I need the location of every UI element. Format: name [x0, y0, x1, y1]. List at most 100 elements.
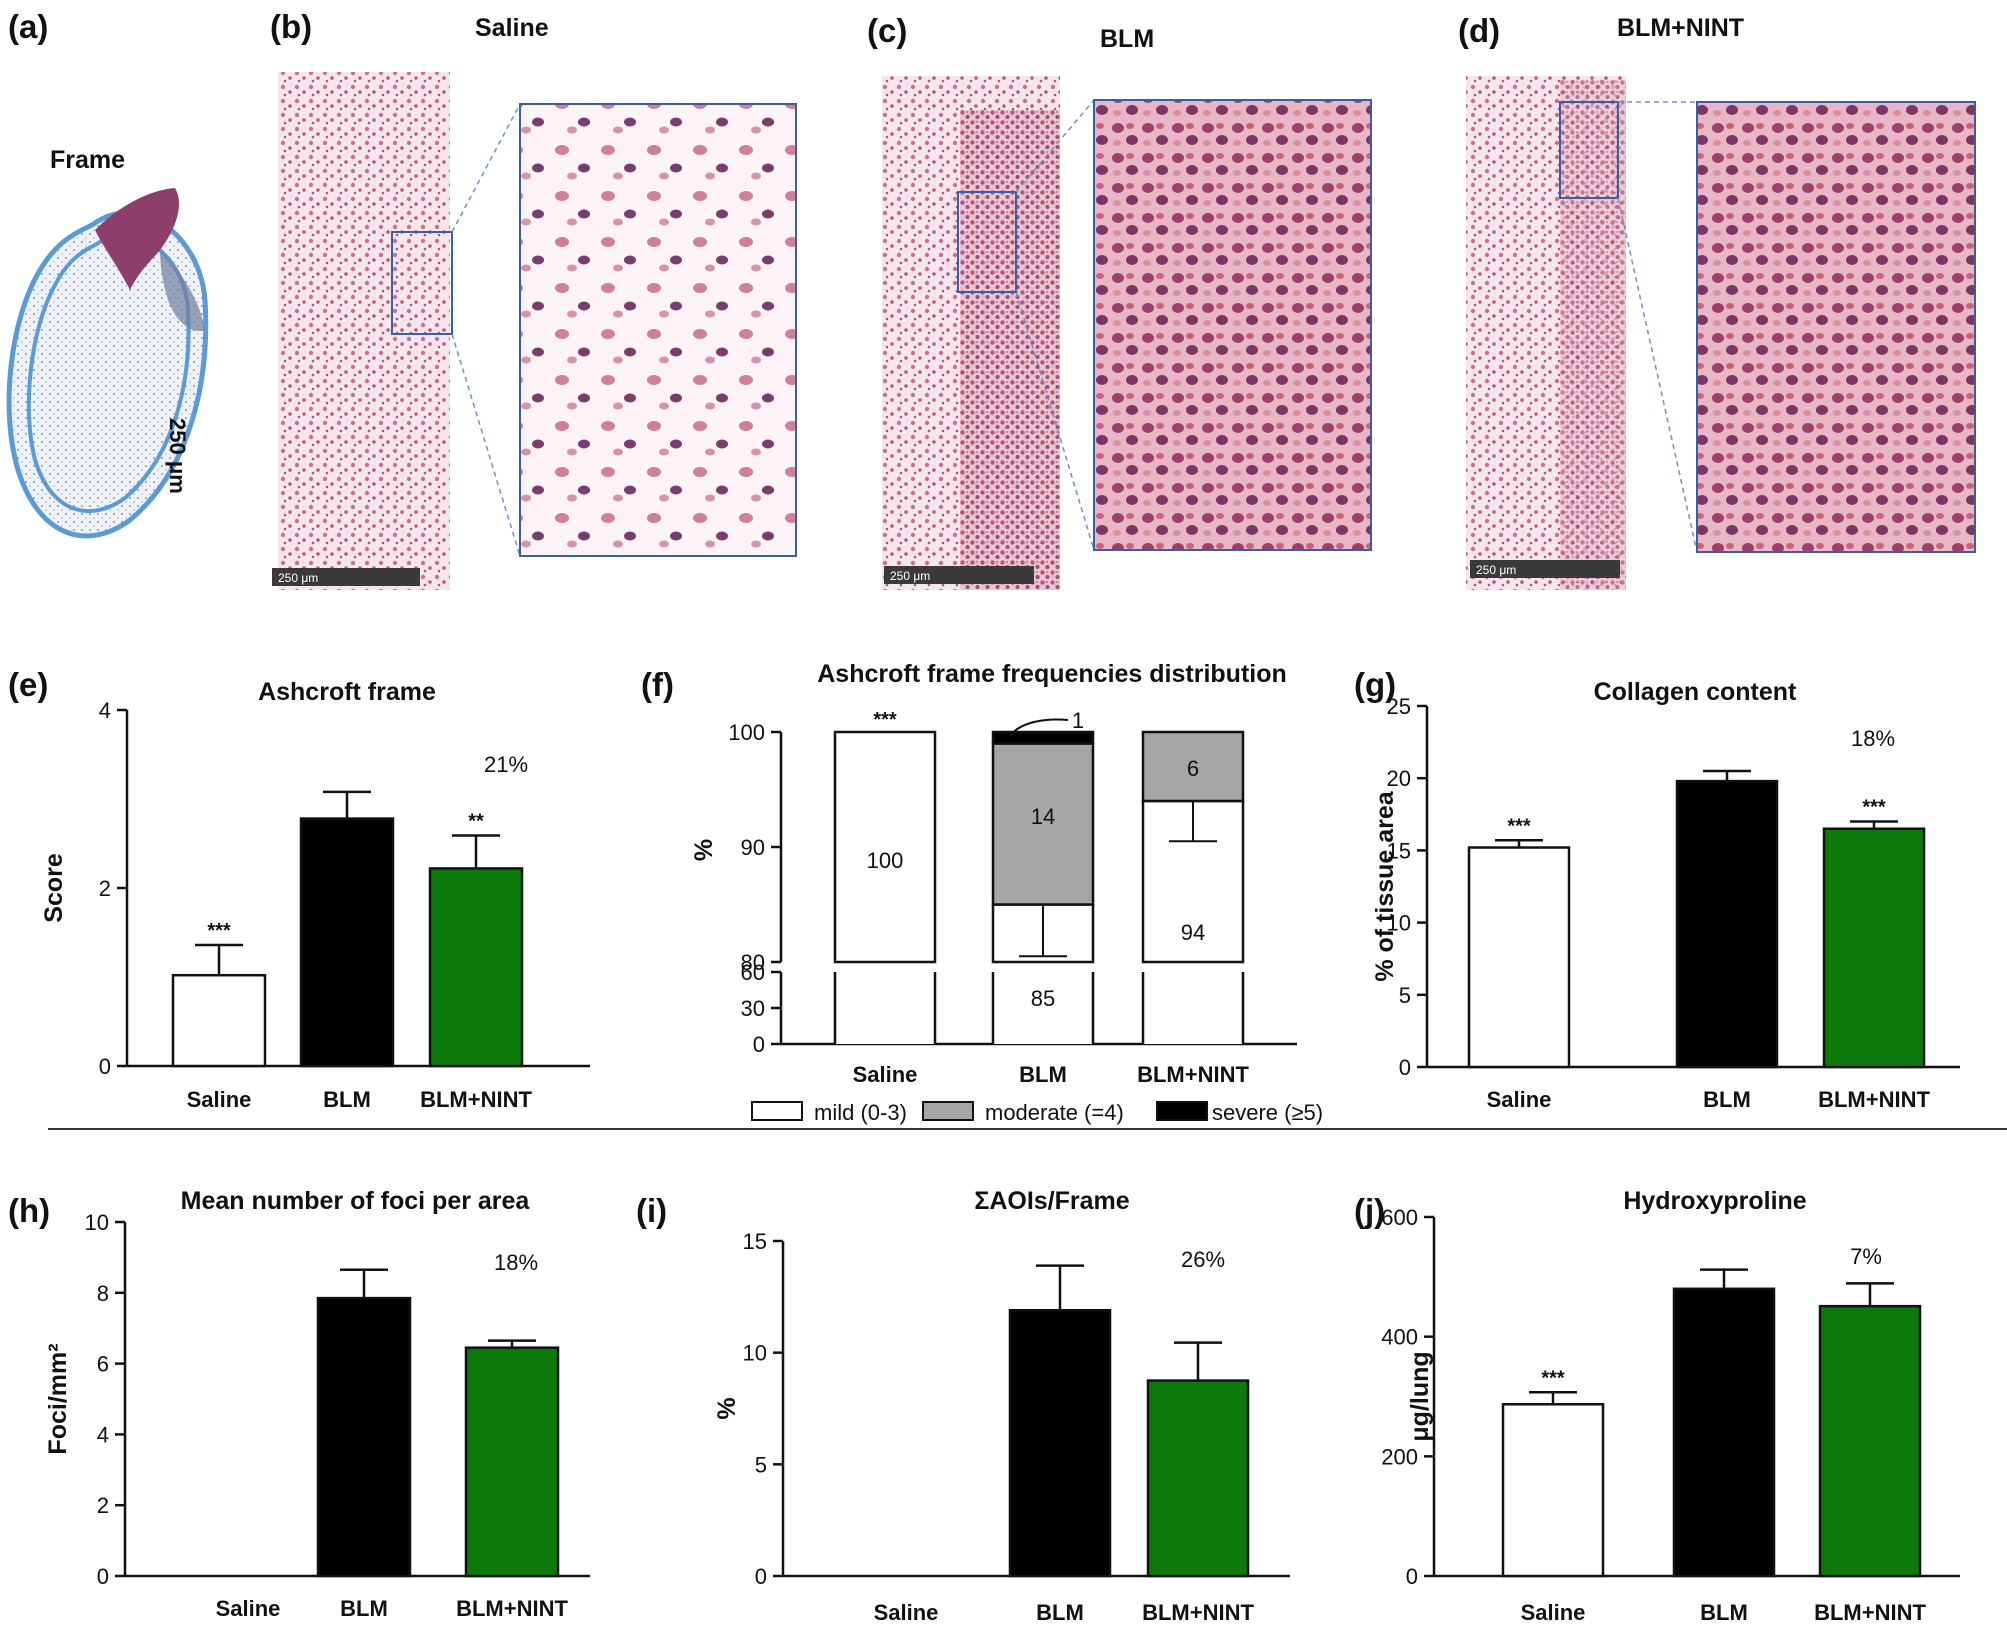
category-label: Saline — [187, 1087, 252, 1112]
chart-e: (e) Ashcroft frame 0 2 4 Score *** Saline BLM ** B… — [8, 666, 590, 1112]
y-tick-label: 25 — [1387, 694, 1411, 719]
y-axis-label: % — [690, 839, 718, 861]
panel-letter-j: (j) — [1354, 1192, 1385, 1229]
frame-width-annotation: 250 μm — [165, 418, 190, 494]
blm-zoom-box — [957, 191, 1017, 293]
y-tick-label: 5 — [1399, 983, 1411, 1008]
y-tick-label: 80 — [741, 950, 765, 975]
bar-blm-nint — [1146, 1379, 1250, 1578]
segment-moderate — [1141, 730, 1245, 803]
chart-title: Collagen content — [1594, 678, 1797, 706]
significance-marker: *** — [207, 920, 231, 942]
category-label: Saline — [1521, 1600, 1586, 1625]
y-tick-label: 5 — [755, 1452, 767, 1477]
panel-letter-b: (b) — [270, 8, 312, 45]
segment-label: 94 — [1181, 920, 1205, 945]
y-tick-label: 30 — [741, 996, 765, 1021]
chart-title: Ashcroft frame — [258, 678, 436, 706]
scalebar-c: 250 μm — [890, 569, 930, 583]
category-label: BLM+NINT — [1137, 1062, 1249, 1087]
y-tick-label: 15 — [743, 1229, 767, 1254]
saline-zoom-box — [391, 231, 453, 335]
segment-mild — [833, 730, 937, 964]
y-tick-label: 4 — [99, 698, 111, 723]
bar-mild-lower — [835, 972, 935, 1044]
segment-label: 100 — [867, 848, 904, 873]
nint-zoom-box — [1559, 101, 1619, 199]
category-label: BLM+NINT — [420, 1087, 532, 1112]
bar-saline — [1501, 1403, 1605, 1578]
panel-letter-i: (i) — [636, 1192, 667, 1229]
y-tick-label: 0 — [97, 1564, 109, 1589]
segment-moderate — [991, 742, 1095, 906]
category-label: Saline — [853, 1062, 918, 1087]
panel-c-label: BLM — [1100, 25, 1154, 53]
y-tick-label: 600 — [1381, 1205, 1418, 1230]
bar-blm — [1008, 1308, 1112, 1578]
y-axis-label: Score — [40, 853, 68, 923]
panel-letter-d: (d) — [1458, 12, 1500, 49]
panel-letter-h: (h) — [8, 1192, 50, 1229]
significance-marker: *** — [873, 709, 897, 731]
percent-reduction-label: 7% — [1850, 1244, 1882, 1269]
significance-marker: *** — [1507, 815, 1531, 837]
y-tick-label: 200 — [1381, 1444, 1418, 1469]
bar-saline — [171, 973, 267, 1068]
y-tick-label: 0 — [99, 1054, 111, 1079]
category-label: BLM — [323, 1087, 371, 1112]
chart-j: (j) Hydroxyproline 0 200 400 600 μg/lung *** Sal… — [1354, 1187, 1960, 1625]
category-label: BLM+NINT — [456, 1596, 568, 1621]
bar-blm — [299, 817, 395, 1068]
category-label: Saline — [1487, 1087, 1552, 1112]
chart-i: (i) ΣAOIs/Frame 0 5 10 15% Saline BLM BLM+NINT 26… — [636, 1187, 1290, 1625]
y-tick-label: 100 — [728, 720, 765, 745]
y-tick-label: 20 — [1387, 766, 1411, 791]
bar-blm-nint — [1818, 1304, 1922, 1578]
y-tick-label: 0 — [753, 1032, 765, 1057]
significance-marker: ** — [468, 810, 484, 832]
significance-marker: *** — [1541, 1367, 1565, 1389]
panel-b-label: Saline — [475, 14, 549, 42]
bar-blm-nint — [1822, 827, 1926, 1069]
panel-letter-g: (g) — [1354, 666, 1396, 703]
y-tick-label: 60 — [741, 960, 765, 985]
nint-zoom-image — [1696, 101, 1976, 553]
panel-letter-c: (c) — [867, 12, 907, 49]
y-tick-label: 0 — [1399, 1055, 1411, 1080]
legend-label: mild (0-3) — [814, 1100, 907, 1125]
category-label: Saline — [874, 1600, 939, 1625]
percent-reduction-label: 18% — [494, 1250, 538, 1275]
category-label: BLM — [340, 1596, 388, 1621]
percent-reduction-label: 18% — [1851, 726, 1895, 751]
severe-callout-line — [1009, 718, 1069, 737]
y-tick-label: 2 — [97, 1493, 109, 1518]
bar-blm — [1672, 1287, 1776, 1578]
segment-label: 14 — [1031, 804, 1055, 829]
category-label: BLM — [1019, 1062, 1067, 1087]
scalebar-d: 250 μm — [1476, 563, 1516, 577]
chart-h: (h) Mean number of foci per area 0 2 4 6 8 10 Fo… — [8, 1187, 590, 1621]
legend-swatch — [1156, 1101, 1208, 1121]
category-label: BLM — [1700, 1600, 1748, 1625]
y-tick-label: 90 — [741, 835, 765, 860]
y-tick-label: 6 — [97, 1352, 109, 1377]
legend-label: severe (≥5) — [1212, 1100, 1323, 1125]
segment-label: 85 — [1031, 986, 1055, 1011]
y-axis-label: % — [713, 1397, 741, 1419]
significance-marker: *** — [1862, 797, 1886, 819]
bar-blm — [1675, 779, 1779, 1069]
bar-blm — [316, 1296, 412, 1578]
frame-label: Frame — [50, 146, 125, 174]
percent-reduction-label: 21% — [484, 752, 528, 777]
y-tick-label: 15 — [1387, 838, 1411, 863]
saline-section-image — [278, 72, 450, 590]
chart-g: (g) Collagen content 0 5 10 15 20 25 % of tissue… — [1354, 666, 1960, 1112]
bar-mild-lower — [1143, 972, 1243, 1044]
panel-letter-a: (a) — [8, 8, 48, 45]
panel-letter-f: (f) — [641, 666, 674, 703]
y-tick-label: 0 — [1406, 1564, 1418, 1589]
y-tick-label: 4 — [97, 1422, 109, 1447]
legend: mild (0-3) moderate (=4) severe (≥5) — [751, 1100, 1323, 1125]
bar-mild-lower — [993, 972, 1093, 1044]
